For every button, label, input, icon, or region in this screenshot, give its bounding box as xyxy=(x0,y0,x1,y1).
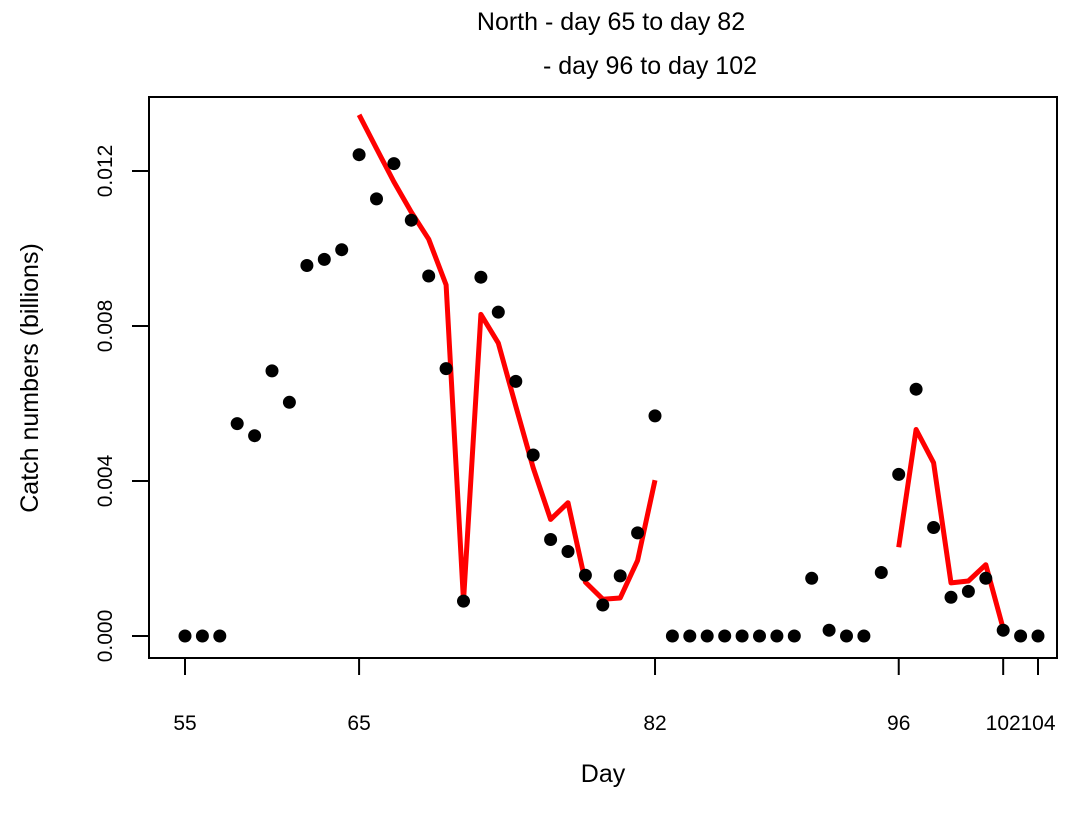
data-point xyxy=(578,568,592,582)
x-tick-label: 82 xyxy=(643,712,666,735)
data-point xyxy=(474,270,488,284)
chart-title-line-2: - day 96 to day 102 xyxy=(543,52,757,80)
data-point xyxy=(178,629,192,643)
data-point xyxy=(805,571,819,585)
data-point xyxy=(370,192,383,206)
data-point xyxy=(944,590,958,604)
x-axis: 55 65 82 96 102 104 xyxy=(173,657,1056,735)
data-point xyxy=(439,362,453,376)
data-point xyxy=(718,629,732,643)
data-point xyxy=(874,566,888,579)
data-point xyxy=(404,213,418,227)
data-point xyxy=(787,629,801,643)
fit-line xyxy=(896,427,1006,630)
data-point xyxy=(735,629,749,643)
data-point xyxy=(526,448,540,462)
data-point xyxy=(631,526,645,540)
data-point xyxy=(265,364,279,378)
y-tick-label: 0.004 xyxy=(94,454,117,507)
data-point xyxy=(544,533,558,546)
data-point xyxy=(857,629,871,643)
data-point xyxy=(213,629,227,643)
data-point xyxy=(613,569,627,583)
y-tick-label: 0.012 xyxy=(94,145,117,198)
data-point xyxy=(996,623,1010,637)
data-point xyxy=(683,629,697,643)
data-point xyxy=(909,382,923,396)
data-point xyxy=(509,374,523,388)
data-point xyxy=(248,429,262,443)
data-point xyxy=(892,467,906,481)
data-point xyxy=(300,259,314,272)
y-axis-title: Catch numbers (billions) xyxy=(16,243,44,513)
data-point xyxy=(457,594,470,608)
y-tick-label: 0.008 xyxy=(94,300,117,353)
data-point xyxy=(422,269,436,283)
plot-frame xyxy=(148,96,1058,659)
data-point xyxy=(770,629,784,643)
x-axis-title: Day xyxy=(581,760,626,788)
data-point xyxy=(1014,629,1028,643)
data-points xyxy=(178,148,1045,643)
data-point xyxy=(700,629,714,643)
y-axis: 0.000 0.004 0.008 0.012 xyxy=(94,145,150,663)
data-point xyxy=(822,623,836,637)
data-point xyxy=(352,148,366,162)
data-point xyxy=(648,409,662,423)
data-point xyxy=(961,584,975,598)
data-point xyxy=(979,571,993,585)
y-tick-label: 0.000 xyxy=(94,610,117,663)
data-point xyxy=(491,305,505,319)
fit-lines xyxy=(356,113,1006,630)
data-point xyxy=(927,521,941,534)
x-tick-label: 104 xyxy=(1020,712,1055,735)
data-point xyxy=(387,157,401,171)
data-point xyxy=(335,243,349,257)
data-point xyxy=(665,629,679,643)
data-point xyxy=(561,545,575,558)
data-point xyxy=(1031,629,1045,643)
data-point xyxy=(317,252,331,266)
x-tick-label: 102 xyxy=(986,712,1021,735)
data-point xyxy=(282,395,296,409)
data-point xyxy=(195,629,209,643)
x-tick-label: 96 xyxy=(887,712,910,735)
data-point xyxy=(596,598,610,612)
chart-title-line-1: North - day 65 to day 82 xyxy=(477,8,745,36)
fit-line xyxy=(356,113,658,604)
data-point xyxy=(840,629,853,643)
data-point xyxy=(753,629,766,643)
data-point xyxy=(230,417,244,431)
x-tick-label: 65 xyxy=(347,712,370,735)
x-tick-label: 55 xyxy=(173,712,196,735)
